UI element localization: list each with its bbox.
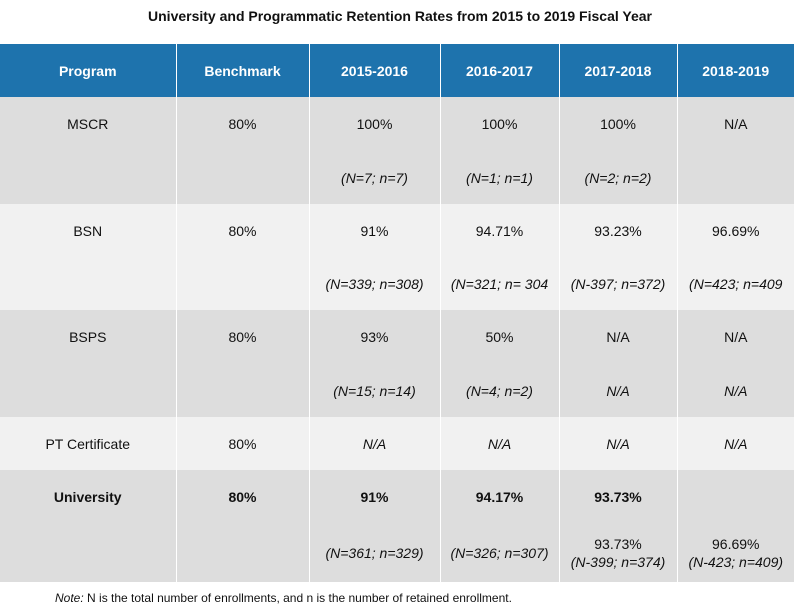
table-row: (N=7; n=7) (N=1; n=1) (N=2; n=2) — [0, 151, 794, 204]
benchmark-cell — [176, 523, 310, 582]
table-row: (N=15; n=14) (N=4; n=2) N/A N/A — [0, 364, 794, 417]
count-cell: (N-397; n=372) — [559, 258, 678, 310]
rate-cell: N/A — [677, 417, 794, 470]
count-cell: (N=4; n=2) — [440, 364, 560, 417]
header-2015-2016: 2015-2016 — [309, 44, 441, 97]
note-label: Note: — [55, 591, 84, 605]
count-cell: N/A — [677, 364, 794, 417]
program-cell: University — [0, 470, 177, 523]
table-row: (N=339; n=308) (N=321; n= 304 (N-397; n=… — [0, 258, 794, 310]
table-row: University 80% 91% 94.17% 93.73% — [0, 470, 794, 523]
table-note: Note: N is the total number of enrollmen… — [55, 591, 512, 605]
rate-cell: 93.23% — [559, 204, 678, 258]
benchmark-cell: 80% — [176, 204, 310, 258]
count-value: (N-423; n=409) — [688, 553, 784, 570]
program-cell: BSPS — [0, 310, 177, 364]
benchmark-cell: 80% — [176, 97, 310, 151]
program-cell — [0, 523, 177, 582]
rate-value: 93.73% — [594, 535, 642, 552]
count-cell: (N=423; n=409 — [677, 258, 794, 310]
count-value: (N-399; n=374) — [570, 553, 666, 570]
rate-cell: N/A — [677, 310, 794, 364]
program-cell — [0, 258, 177, 310]
count-cell: (N=339; n=308) — [309, 258, 441, 310]
table-row: BSPS 80% 93% 50% N/A N/A — [0, 310, 794, 364]
program-cell — [0, 151, 177, 204]
rate-cell: 93.73% — [559, 470, 678, 523]
program-cell: MSCR — [0, 97, 177, 151]
count-cell: (N=15; n=14) — [309, 364, 441, 417]
rate-cell: N/A — [309, 417, 441, 470]
rate-cell: N/A — [677, 97, 794, 151]
benchmark-cell — [176, 151, 310, 204]
program-cell — [0, 364, 177, 417]
table-row: MSCR 80% 100% 100% 100% N/A — [0, 97, 794, 151]
rate-cell: 100% — [440, 97, 560, 151]
count-cell: (N=1; n=1) — [440, 151, 560, 204]
table-row: (N=361; n=329) (N=326; n=307) 93.73% (N-… — [0, 523, 794, 582]
rate-cell: 94.71% — [440, 204, 560, 258]
header-program: Program — [0, 44, 177, 97]
count-cell: (N=361; n=329) — [309, 523, 441, 582]
benchmark-cell: 80% — [176, 310, 310, 364]
rate-cell: 100% — [559, 97, 678, 151]
count-cell — [677, 151, 794, 204]
table-row: PT Certificate 80% N/A N/A N/A N/A — [0, 417, 794, 470]
rate-value: 96.69% — [712, 535, 760, 552]
table-title: University and Programmatic Retention Ra… — [148, 8, 652, 24]
count-cell: (N=321; n= 304 — [440, 258, 560, 310]
count-cell: (N=7; n=7) — [309, 151, 441, 204]
header-2018-2019: 2018-2019 — [677, 44, 794, 97]
rate-cell: 96.69% — [677, 204, 794, 258]
benchmark-cell: 80% — [176, 417, 310, 470]
count-cell: (N=2; n=2) — [559, 151, 678, 204]
rate-cell — [677, 470, 794, 523]
retention-table: Program Benchmark 2015-2016 2016-2017 20… — [0, 44, 794, 582]
program-cell: BSN — [0, 204, 177, 258]
count-cell: N/A — [559, 364, 678, 417]
note-text: N is the total number of enrollments, an… — [87, 591, 512, 605]
header-row: Program Benchmark 2015-2016 2016-2017 20… — [0, 44, 794, 97]
rate-cell: N/A — [559, 417, 678, 470]
rate-cell: 50% — [440, 310, 560, 364]
count-cell: (N=326; n=307) — [440, 523, 560, 582]
rate-cell: 94.17% — [440, 470, 560, 523]
benchmark-cell: 80% — [176, 470, 310, 523]
benchmark-cell — [176, 258, 310, 310]
benchmark-cell — [176, 364, 310, 417]
rate-cell: N/A — [559, 310, 678, 364]
rate-cell: 91% — [309, 470, 441, 523]
header-2016-2017: 2016-2017 — [440, 44, 560, 97]
rate-cell: 91% — [309, 204, 441, 258]
rate-cell: 100% — [309, 97, 441, 151]
program-cell: PT Certificate — [0, 417, 177, 470]
rate-cell: N/A — [440, 417, 560, 470]
count-cell: 93.73% (N-399; n=374) — [559, 523, 678, 582]
count-cell: 96.69% (N-423; n=409) — [677, 523, 794, 582]
table-row: BSN 80% 91% 94.71% 93.23% 96.69% — [0, 204, 794, 258]
header-2017-2018: 2017-2018 — [559, 44, 678, 97]
header-benchmark: Benchmark — [176, 44, 310, 97]
rate-cell: 93% — [309, 310, 441, 364]
